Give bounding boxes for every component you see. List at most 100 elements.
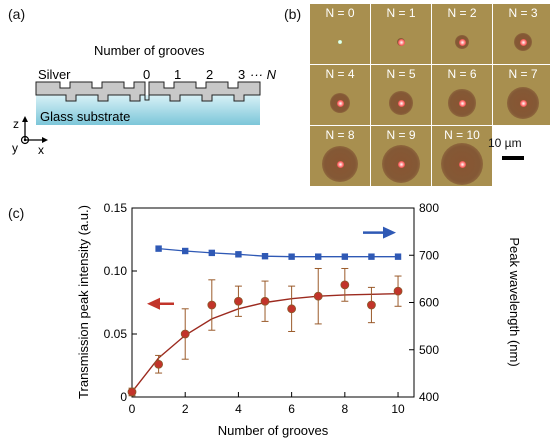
tile-label: N = 7 xyxy=(508,67,538,81)
tile-label: N = 0 xyxy=(325,6,355,20)
y2-tick-label: 800 xyxy=(419,201,439,215)
x-axis-title: Number of grooves xyxy=(218,423,329,438)
transmission-spot xyxy=(458,160,466,168)
intensity-point xyxy=(127,387,137,397)
wavelength-point xyxy=(368,253,375,260)
tile-label: N = 2 xyxy=(447,6,477,20)
z-axis-head xyxy=(22,116,28,122)
wavelength-point xyxy=(261,252,269,260)
y-axis-label: y xyxy=(12,141,18,155)
silver-film xyxy=(35,81,261,102)
groove-index-0: 0 xyxy=(143,67,150,82)
x-axis-head xyxy=(42,137,48,143)
intensity-point xyxy=(207,300,217,310)
tile-label: N = 4 xyxy=(325,67,355,81)
left-axis-arrow-head xyxy=(147,297,160,310)
microscope-tile: N = 1 xyxy=(371,4,431,64)
wavelength-point xyxy=(394,253,402,260)
intensity-point xyxy=(340,280,350,290)
y2-tick-label: 700 xyxy=(419,248,439,262)
y-tick-label: 0.15 xyxy=(104,201,128,215)
intensity-point xyxy=(180,329,190,339)
panel-a-label: (a) xyxy=(8,6,26,22)
x-axis-label: x xyxy=(38,143,44,157)
transmission-spot xyxy=(397,99,405,107)
intensity-point xyxy=(287,304,297,314)
microscope-tile: N = 3 xyxy=(493,4,550,64)
y-axis-title: Transmission peak intensity (a.u.) xyxy=(76,205,91,399)
microscope-tile: N = 10 xyxy=(432,126,492,186)
panel-b-label: (b) xyxy=(284,6,302,22)
transmission-spot xyxy=(458,99,466,107)
x-tick-label: 2 xyxy=(182,402,189,416)
groove-index-1: 1 xyxy=(174,67,181,82)
panel-a: (a) Number of grooves Silver Glass subst… xyxy=(0,0,300,165)
scale-bar xyxy=(502,156,524,160)
microscope-tile: N = 6 xyxy=(432,65,492,125)
tile-label: N = 10 xyxy=(444,128,480,142)
intensity-point xyxy=(154,359,164,369)
microscope-tile-grid: N = 0 N = 1 N = 2 N = 3 N = 4 N = 5 N = 6 N = 7… xyxy=(310,4,550,186)
silver-label: Silver xyxy=(38,67,71,82)
tile-label: N = 1 xyxy=(386,6,416,20)
transmission-spot xyxy=(519,99,527,107)
wavelength-point xyxy=(341,253,349,260)
y-axis-symbol xyxy=(20,135,30,145)
y2-tick-label: 600 xyxy=(419,296,439,310)
wavelength-line xyxy=(158,247,399,258)
wavelength-point xyxy=(315,253,322,260)
transmission-spot xyxy=(338,40,342,44)
z-axis-label: z xyxy=(13,117,19,131)
y-tick-label: 0 xyxy=(120,390,127,404)
chart-svg: Number of grooves Transmission peak inte… xyxy=(76,201,522,438)
x-tick-label: 6 xyxy=(288,402,295,416)
right-axis-arrow-head xyxy=(383,226,396,239)
transmission-spot xyxy=(397,160,405,168)
scale-bar-label: 10 µm xyxy=(488,136,522,150)
y2-axis-title: Peak wavelength (nm) xyxy=(507,237,522,366)
panel-c: (c) Number of grooves Transmission peak … xyxy=(0,195,550,442)
groove-index-2: 2 xyxy=(206,67,213,82)
transmission-spot xyxy=(458,38,466,46)
glass-label: Glass substrate xyxy=(40,109,130,124)
groove-schematic: Number of grooves Silver Glass substrate… xyxy=(12,43,277,157)
y-tick-label: 0.05 xyxy=(104,327,128,341)
wavelength-point xyxy=(208,249,216,257)
transmission-spot xyxy=(397,38,405,46)
transmission-spot xyxy=(336,160,344,168)
wavelength-point xyxy=(288,253,295,260)
x-tick-label: 8 xyxy=(341,402,348,416)
intensity-point xyxy=(260,296,270,306)
schematic-title: Number of grooves xyxy=(94,43,205,58)
y2-tick-label: 400 xyxy=(419,390,439,404)
y-tick-label: 0.10 xyxy=(104,264,128,278)
tile-label: N = 5 xyxy=(386,67,416,81)
x-tick-label: 10 xyxy=(391,402,405,416)
y2-tick-label: 500 xyxy=(419,343,439,357)
panel-b: N = 0 N = 1 N = 2 N = 3 N = 4 N = 5 N = 6 N = 7… xyxy=(310,4,550,186)
tile-label: N = 6 xyxy=(447,67,477,81)
groove-index-n: ··· N xyxy=(250,67,277,82)
y-axis-dot xyxy=(23,138,27,142)
wavelength-point xyxy=(182,247,189,255)
intensity-point xyxy=(393,286,403,296)
tile-label: N = 8 xyxy=(325,128,355,142)
microscope-tile: N = 8 xyxy=(310,126,370,186)
intensity-point xyxy=(234,296,243,306)
microscope-tile: N = 4 xyxy=(310,65,370,125)
wavelength-point xyxy=(235,251,242,258)
microscope-tile: N = 2 xyxy=(432,4,492,64)
intensity-point xyxy=(313,291,323,301)
microscope-tile: N = 9 xyxy=(371,126,431,186)
tile-label: N = 9 xyxy=(386,128,416,142)
groove-index-3: 3 xyxy=(238,67,245,82)
x-tick-label: 4 xyxy=(235,402,242,416)
tile-label: N = 3 xyxy=(508,6,538,20)
microscope-tile: N = 5 xyxy=(371,65,431,125)
intensity-point xyxy=(367,300,376,310)
microscope-tile: N = 7 xyxy=(493,65,550,125)
transmission-spot xyxy=(519,38,527,46)
transmission-spot xyxy=(336,99,344,107)
x-tick-label: 0 xyxy=(129,402,136,416)
wavelength-point xyxy=(155,245,162,252)
